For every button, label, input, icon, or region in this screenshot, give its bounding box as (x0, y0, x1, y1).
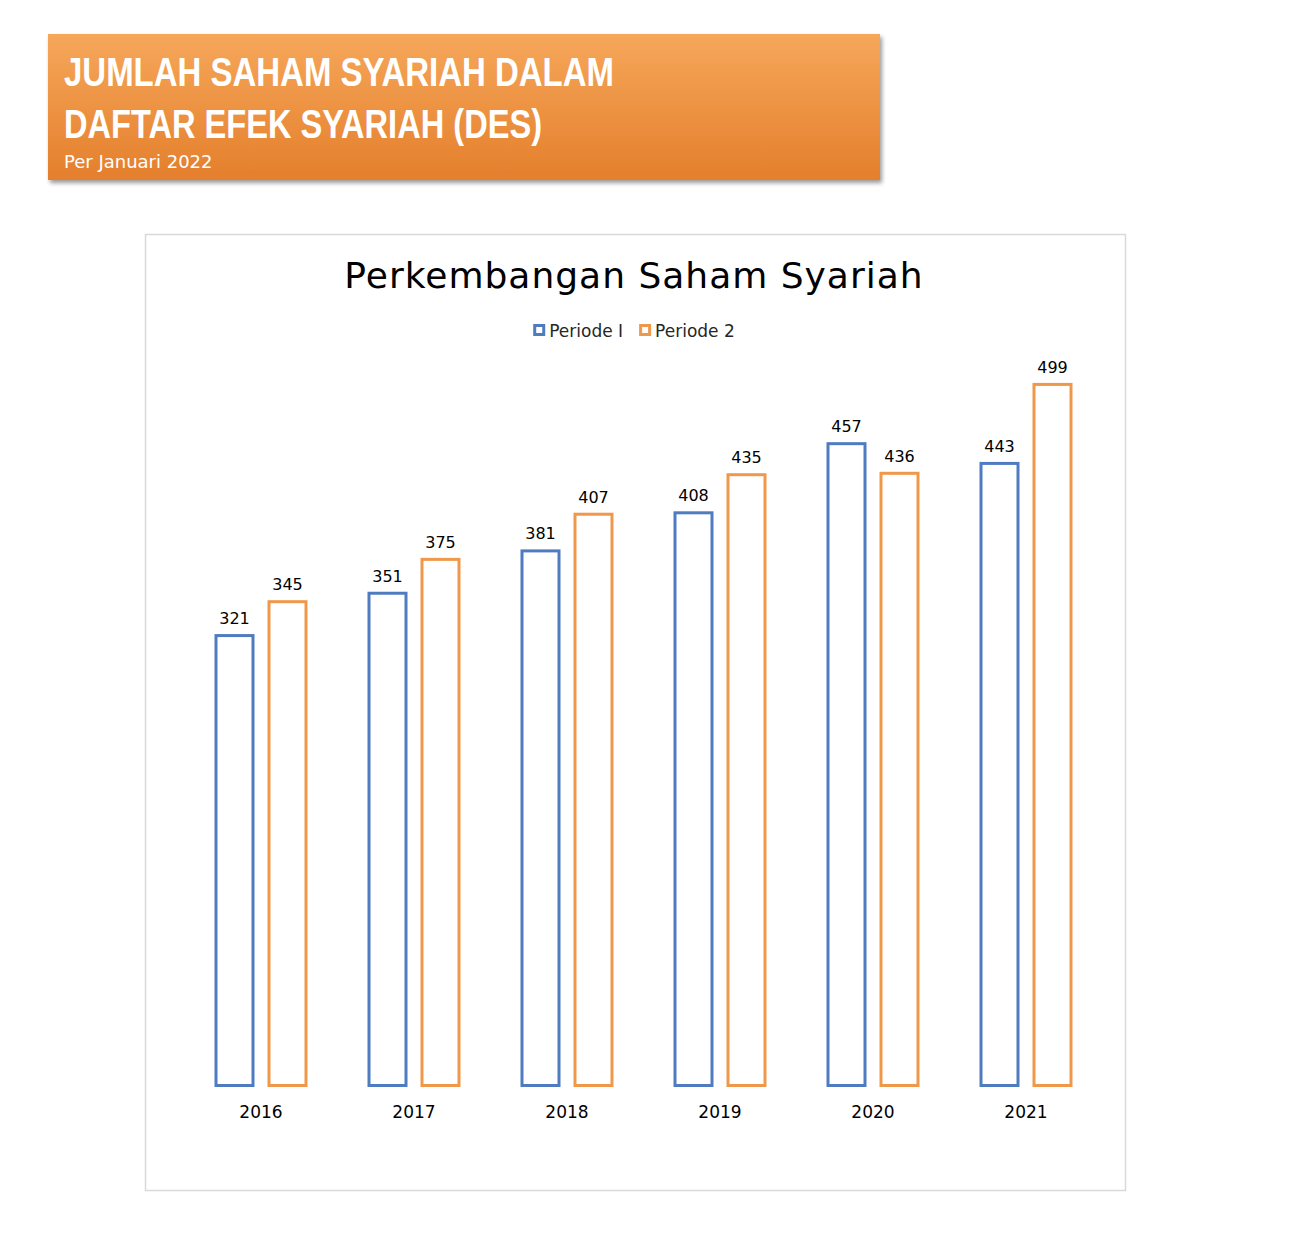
legend: Periode I Periode 2 (535, 321, 735, 341)
legend-swatch (641, 326, 650, 335)
data-label: 499 (1037, 358, 1068, 377)
header-subtitle: Per Januari 2022 (64, 151, 213, 172)
chart-frame (146, 235, 1126, 1191)
legend-label: Periode I (549, 321, 623, 341)
data-label: 457 (831, 417, 862, 436)
x-tick-label: 2017 (392, 1102, 435, 1122)
bar (575, 514, 612, 1085)
data-label: 443 (984, 437, 1015, 456)
bar (269, 602, 306, 1086)
data-label: 435 (731, 448, 762, 467)
header-banner (48, 34, 880, 180)
bar (369, 593, 406, 1085)
data-label: 351 (372, 567, 403, 586)
data-label: 408 (678, 486, 709, 505)
bar (728, 475, 765, 1086)
x-tick-label: 2016 (239, 1102, 282, 1122)
data-label: 407 (578, 488, 609, 507)
data-label: 375 (425, 533, 456, 552)
bar (828, 444, 865, 1086)
x-tick-label: 2021 (1004, 1102, 1047, 1122)
chart-title: Perkembangan Saham Syariah (344, 255, 923, 296)
x-tick-label: 2020 (851, 1102, 894, 1122)
header-title: JUMLAH SAHAM SYARIAH DALAM (64, 50, 614, 94)
bar (522, 551, 559, 1086)
legend-swatch (535, 326, 544, 335)
bar (981, 463, 1018, 1085)
bars (216, 384, 1071, 1085)
data-label: 436 (884, 447, 915, 466)
x-tick-label: 2019 (698, 1102, 741, 1122)
bar (881, 473, 918, 1085)
data-label: 381 (525, 524, 556, 543)
data-label: 321 (219, 609, 250, 628)
legend-label: Periode 2 (655, 321, 735, 341)
bar (1034, 384, 1071, 1085)
data-label: 345 (272, 575, 303, 594)
x-axis: 2016 2017 2018 2019 2020 2021 (239, 1102, 1047, 1122)
bar (216, 636, 253, 1086)
bar (675, 513, 712, 1086)
data-labels: 321 351 381 408 457 443 345 375 407 435 436 499 (219, 358, 1068, 628)
header-title: DAFTAR EFEK SYARIAH (DES) (64, 102, 542, 146)
x-tick-label: 2018 (545, 1102, 588, 1122)
bar (422, 559, 459, 1085)
canvas: JUMLAH SAHAM SYARIAH DALAM DAFTAR EFEK SY… (0, 0, 1294, 1246)
page: JUMLAH SAHAM SYARIAH DALAM DAFTAR EFEK SY… (0, 0, 1294, 1246)
